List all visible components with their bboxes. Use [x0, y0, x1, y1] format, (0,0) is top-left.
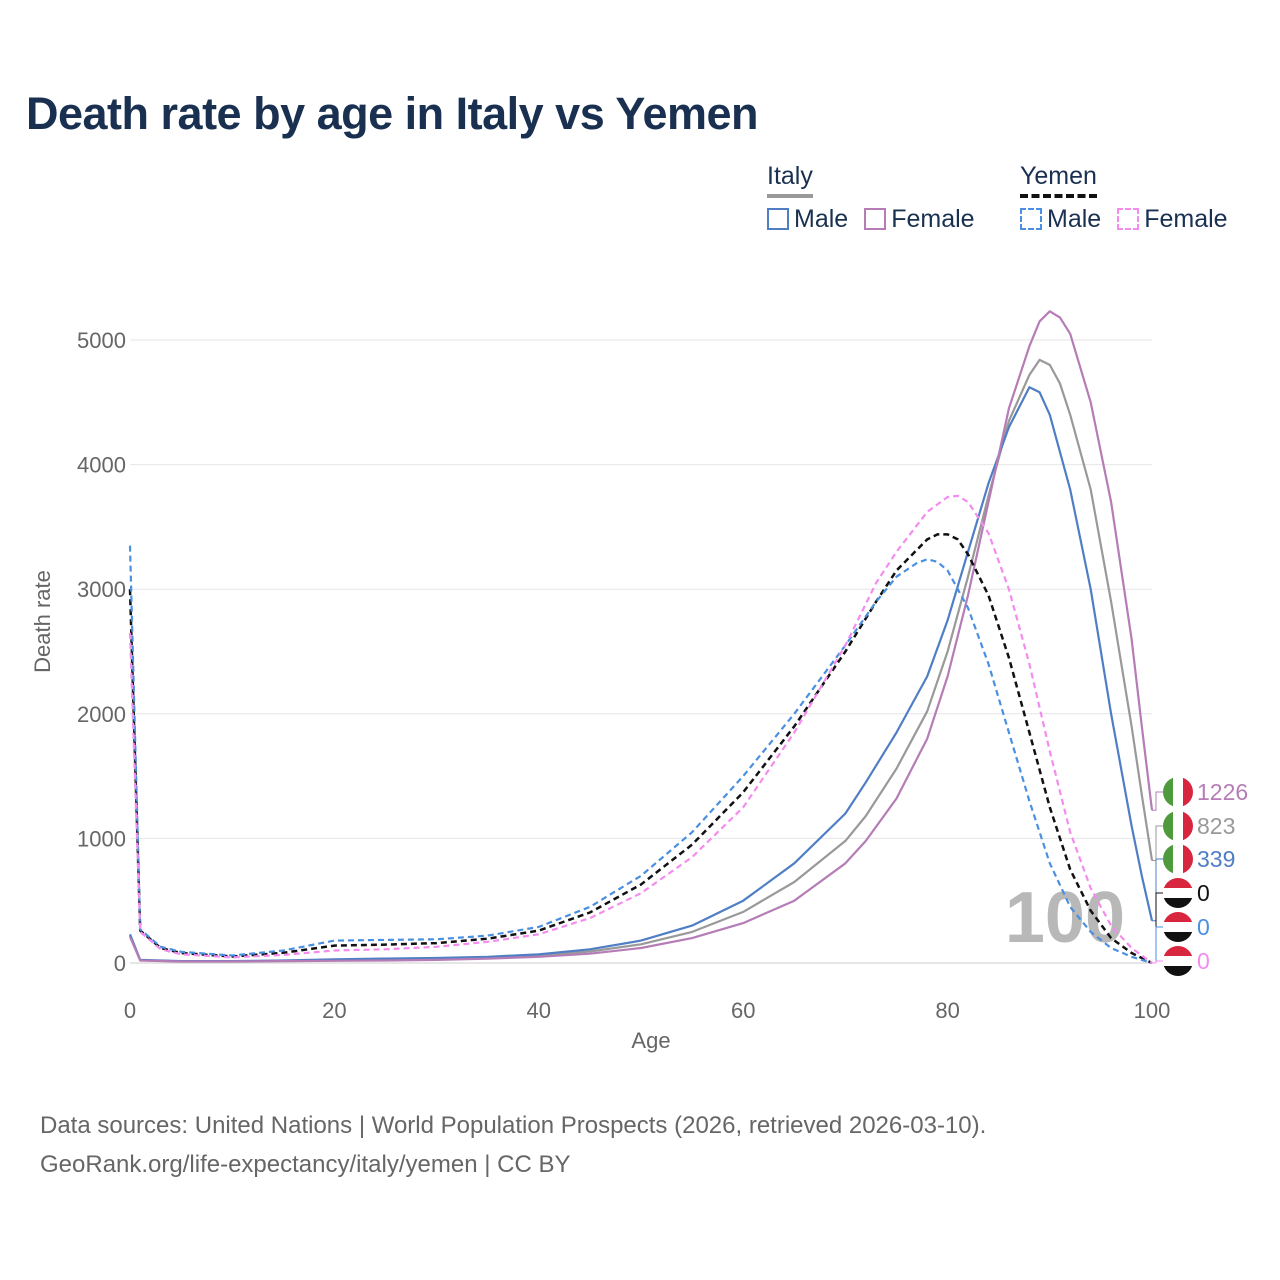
- source-line-1: Data sources: United Nations | World Pop…: [40, 1112, 987, 1139]
- source-line-2[interactable]: GeoRank.org/life-expectancy/italy/yemen …: [40, 1151, 571, 1178]
- x-tick-label-0: 0: [124, 998, 136, 1023]
- end-label-connector-italy-male: [1152, 858, 1163, 922]
- y-tick-label-1000: 1000: [77, 826, 126, 851]
- legend-italy-female-label: Female: [891, 204, 975, 233]
- y-tick-label-4000: 4000: [77, 453, 126, 478]
- legend-italy: Italy Male Female: [767, 162, 991, 234]
- legend-italy-male[interactable]: Male: [767, 205, 848, 234]
- legend-swatch-yemen-male: [1020, 207, 1042, 230]
- legend-swatch-italy-female: [864, 207, 887, 230]
- x-tick-label-100: 100: [1134, 998, 1171, 1023]
- end-label-yemen-male: 0: [1197, 914, 1210, 940]
- flag-yemen-icon: [1163, 912, 1193, 942]
- series-line-italy-female: [128, 310, 1154, 963]
- data-source-note: Data sources: United Nations | World Pop…: [40, 1106, 986, 1184]
- legend-yemen-male-label: Male: [1047, 204, 1102, 233]
- legend-yemen-female[interactable]: Female: [1117, 204, 1228, 234]
- x-tick-label-40: 40: [527, 998, 551, 1023]
- end-label-yemen-female: 0: [1197, 948, 1210, 974]
- series-line-yemen-female: [128, 494, 1153, 964]
- y-tick-label-0: 0: [114, 951, 126, 976]
- end-label-connector-italy-total: [1152, 825, 1163, 861]
- series-line-italy-male: [128, 386, 1154, 963]
- y-tick-label-5000: 5000: [77, 328, 126, 353]
- legend-swatch-yemen-female: [1117, 207, 1140, 230]
- legend-swatch-italy-male: [767, 207, 789, 230]
- y-axis-label: Death rate: [30, 570, 55, 673]
- x-axis-label: Age: [631, 1028, 670, 1053]
- flag-italy-icon: [1163, 844, 1193, 874]
- end-label-italy-total: 823: [1197, 813, 1235, 839]
- end-label-yemen-total: 0: [1197, 880, 1210, 906]
- end-label-connector-yemen-total: [1152, 892, 1163, 964]
- x-tick-label-60: 60: [731, 998, 755, 1023]
- end-label-connector-yemen-male: [1152, 926, 1163, 964]
- end-label-connector-yemen-female: [1152, 960, 1163, 964]
- end-label-connector-italy-female: [1152, 791, 1163, 811]
- flag-italy-icon: [1163, 777, 1193, 807]
- legend-yemen-male[interactable]: Male: [1020, 205, 1101, 234]
- legend-yemen-female-label: Female: [1144, 204, 1228, 233]
- legend-italy-female[interactable]: Female: [864, 204, 975, 234]
- legend-italy-label: Italy: [767, 162, 813, 198]
- series-line-yemen-male: [128, 545, 1153, 965]
- end-label-italy-male: 339: [1197, 846, 1235, 872]
- chart-title: Death rate by age in Italy vs Yemen: [26, 88, 759, 139]
- age-marker: 100: [1005, 878, 1125, 958]
- flag-italy-icon: [1163, 811, 1193, 841]
- legend-yemen: Yemen Male Female: [1020, 162, 1228, 234]
- end-label-italy-female: 1226: [1197, 779, 1248, 805]
- y-tick-label-3000: 3000: [77, 577, 126, 602]
- series-line-yemen-total: [128, 533, 1153, 965]
- x-tick-label-20: 20: [322, 998, 346, 1023]
- legend-yemen-label: Yemen: [1020, 162, 1097, 198]
- y-tick-label-2000: 2000: [77, 702, 126, 727]
- x-tick-label-80: 80: [935, 998, 959, 1023]
- legend-italy-male-label: Male: [794, 204, 849, 233]
- flag-yemen-icon: [1163, 946, 1193, 976]
- flag-yemen-icon: [1163, 878, 1193, 908]
